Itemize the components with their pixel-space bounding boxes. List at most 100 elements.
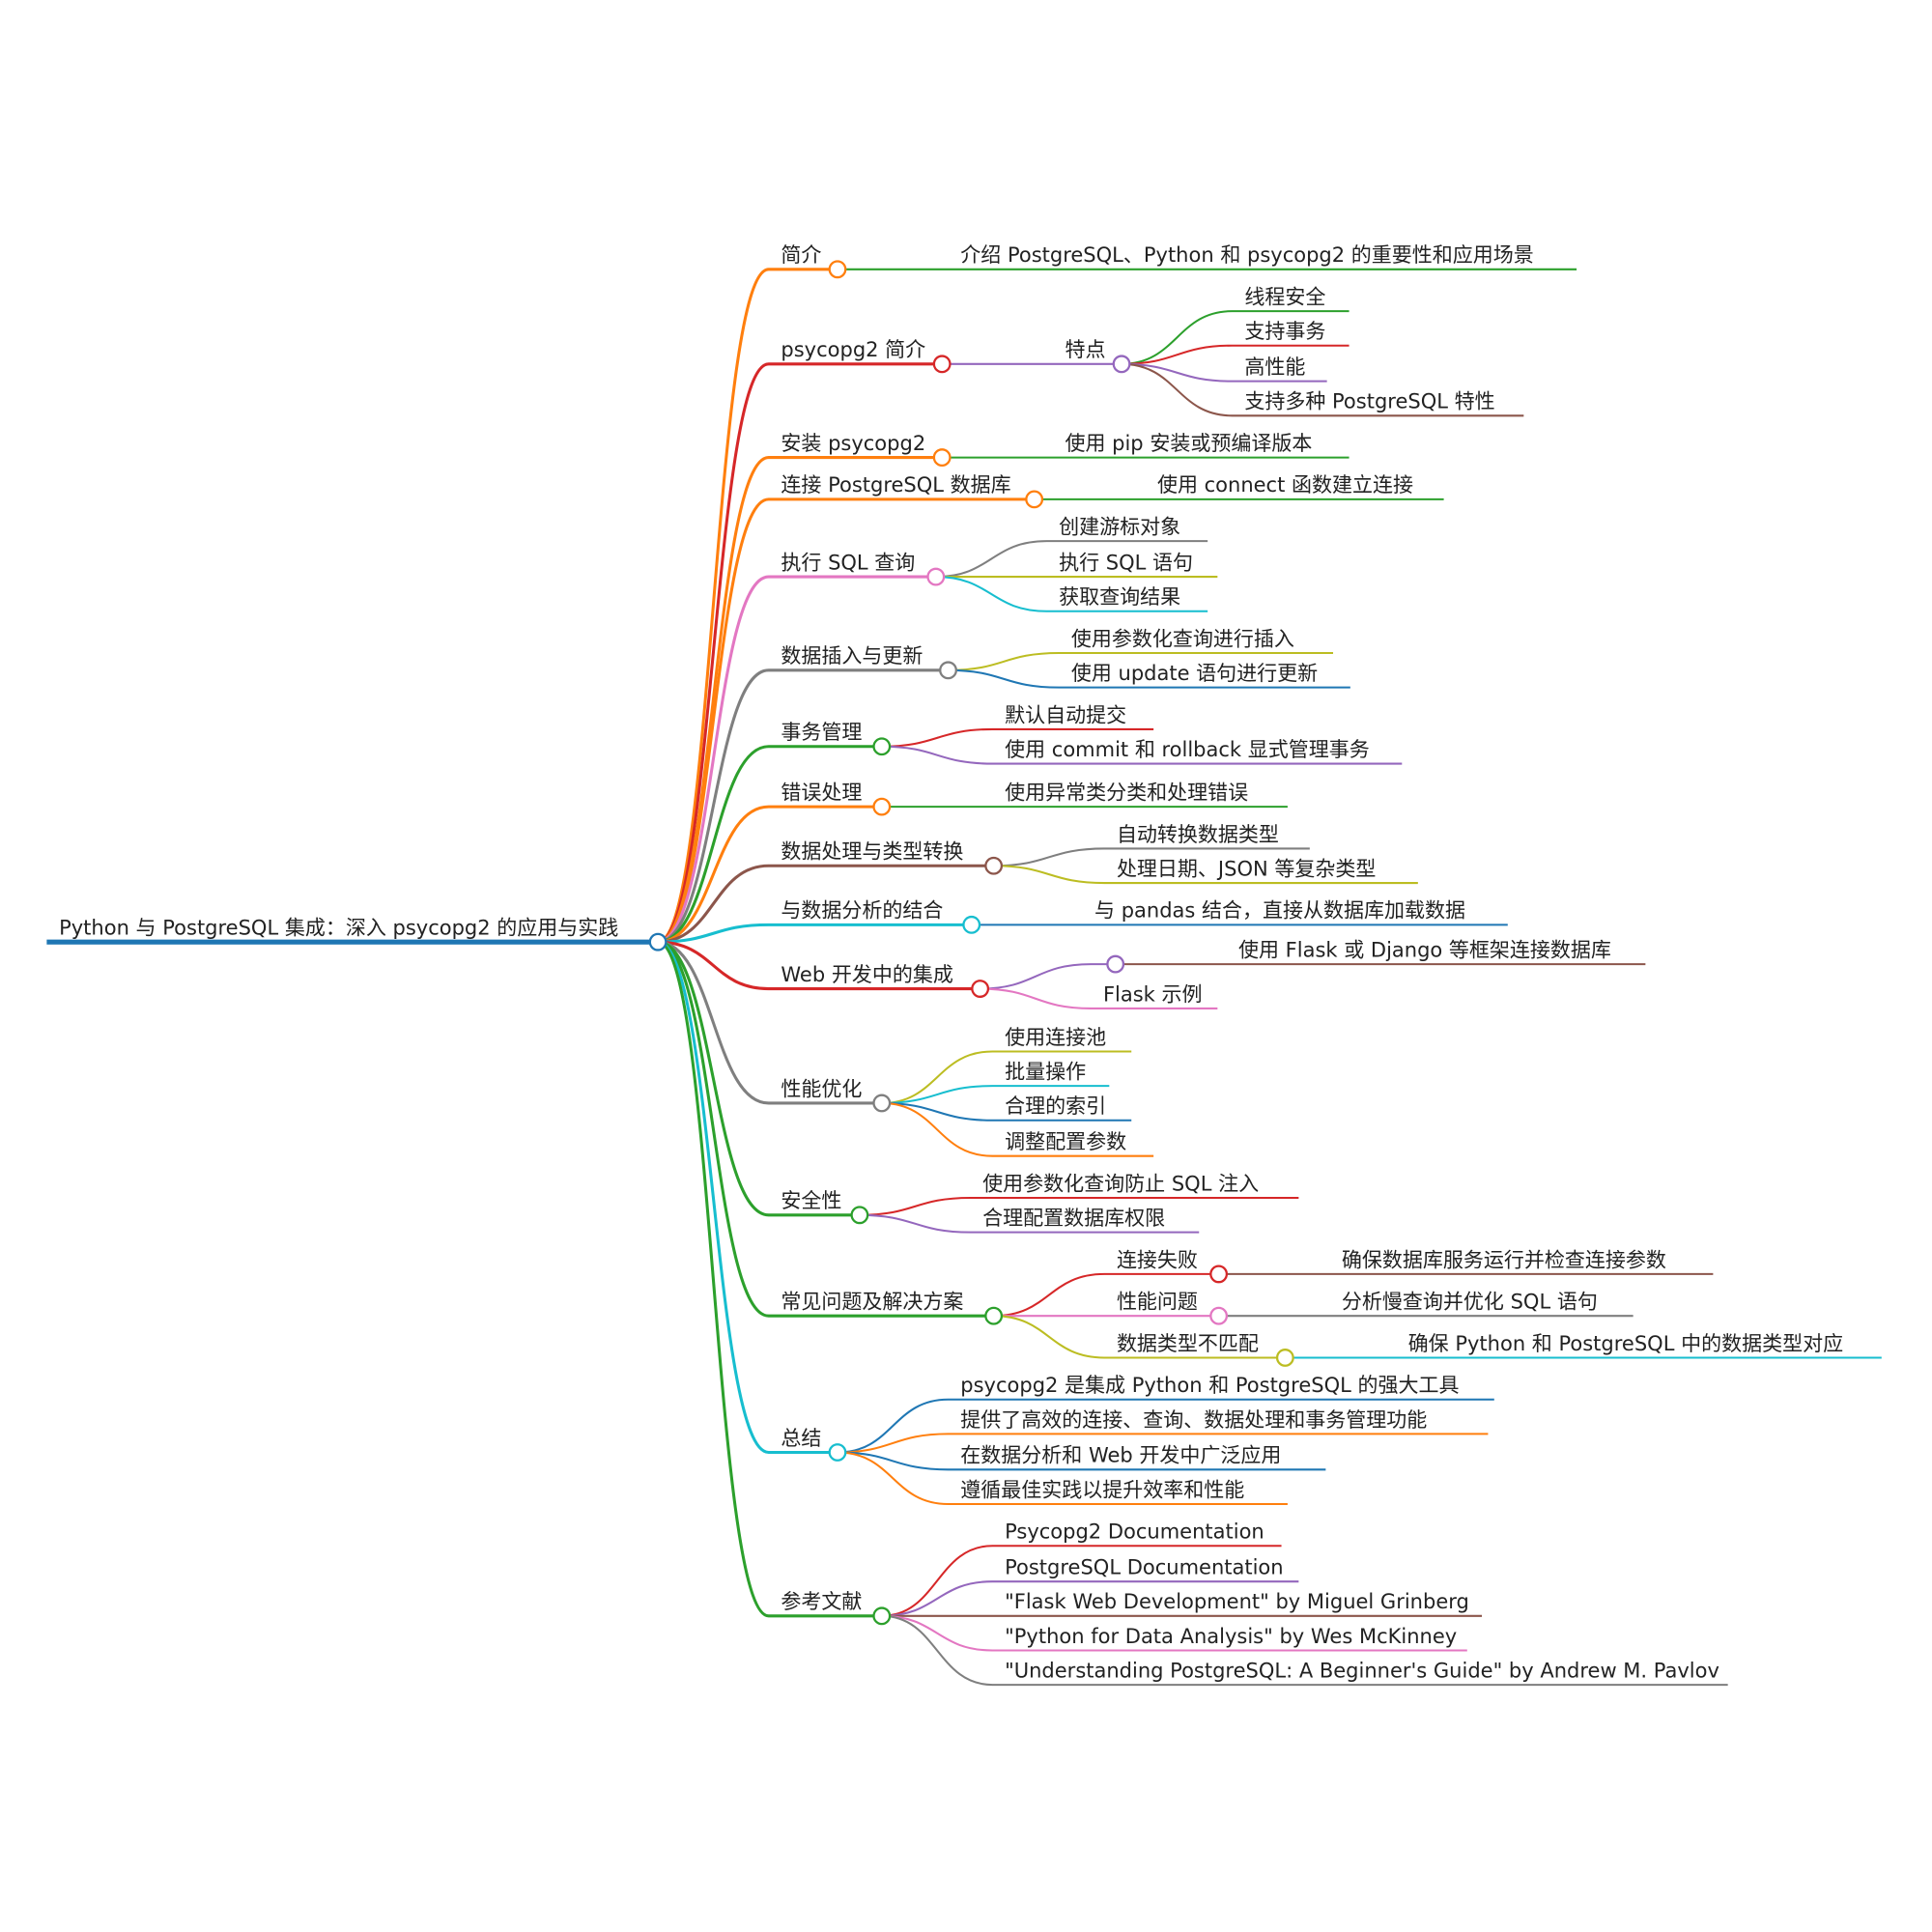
branch-collapse-toggle[interactable] xyxy=(1025,490,1044,509)
subtopic-link xyxy=(881,1614,1467,1652)
leaf-link xyxy=(1122,362,1327,383)
subtopic-link xyxy=(837,1451,1326,1471)
root-collapse-toggle[interactable] xyxy=(648,932,668,952)
subtopic-link xyxy=(948,668,1350,689)
branch-collapse-toggle[interactable] xyxy=(962,915,981,934)
branch-link xyxy=(657,362,943,944)
subtopic-link xyxy=(993,1272,1219,1318)
subtopic-link xyxy=(881,1085,1110,1104)
leaf-label: 使用 Flask 或 Django 等框架连接数据库 xyxy=(1238,938,1611,961)
branch-collapse-toggle[interactable] xyxy=(872,797,892,816)
branch-collapse-toggle[interactable] xyxy=(828,1443,847,1462)
subtopic-link xyxy=(980,987,1218,1009)
subtopic-link xyxy=(881,1050,1132,1104)
subtopic-link xyxy=(837,1451,1288,1505)
branch-topic-label: 数据插入与更新 xyxy=(781,644,923,668)
branch-collapse-toggle[interactable] xyxy=(971,980,990,998)
subtopic-label: 自动转换数据类型 xyxy=(1117,823,1279,846)
leaf-link xyxy=(1122,310,1350,365)
branch-collapse-toggle[interactable] xyxy=(872,1606,892,1626)
leaf-label: 分析慢查询并优化 SQL 语句 xyxy=(1342,1291,1598,1314)
subtopic-link xyxy=(993,847,1310,867)
subtopic-link xyxy=(993,1315,1286,1359)
branch-link xyxy=(658,805,882,944)
subtopic-label: 提供了高效的连接、查询、数据处理和事务管理功能 xyxy=(960,1408,1427,1432)
branch-topic-label: 数据处理与类型转换 xyxy=(781,840,963,864)
leaf-link xyxy=(1122,362,1524,417)
branch-link xyxy=(657,940,860,1217)
subtopic-link xyxy=(881,1101,1132,1122)
branch-link xyxy=(658,923,972,944)
subtopic-link xyxy=(859,1196,1299,1216)
branch-collapse-toggle[interactable] xyxy=(984,856,1004,875)
subtopic-link xyxy=(859,1213,1200,1234)
subtopic-collapse-toggle[interactable] xyxy=(1209,1306,1229,1325)
branch-topic-label: psycopg2 简介 xyxy=(781,338,925,361)
branch-link xyxy=(657,940,838,1455)
subtopic-label: 使用连接池 xyxy=(1005,1026,1106,1049)
branch-collapse-toggle[interactable] xyxy=(939,661,957,680)
branch-topic-label: 连接 PostgreSQL 数据库 xyxy=(781,473,1010,497)
branch-collapse-toggle[interactable] xyxy=(872,737,892,756)
subtopic-label: 使用异常类分类和处理错误 xyxy=(1005,781,1248,804)
branch-topic-label: 安全性 xyxy=(781,1189,841,1212)
subtopic-link xyxy=(837,1433,1489,1454)
branch-collapse-toggle[interactable] xyxy=(872,1094,892,1113)
branch-link xyxy=(658,864,994,944)
branch-link xyxy=(657,497,1035,944)
subtopic-label: "Understanding PostgreSQL: A Beginner's … xyxy=(1005,1659,1719,1682)
subtopic-label: 连接失败 xyxy=(1117,1248,1198,1271)
subtopic-link xyxy=(935,576,1208,612)
branch-link xyxy=(657,668,949,944)
branch-link xyxy=(658,940,980,991)
leaf-link xyxy=(1122,344,1350,365)
branch-topic-label: 性能优化 xyxy=(781,1077,862,1100)
leaf-label: 支持事务 xyxy=(1244,320,1325,343)
subtopic-collapse-toggle[interactable] xyxy=(1106,954,1125,974)
branch-collapse-toggle[interactable] xyxy=(850,1206,869,1225)
subtopic-label: 执行 SQL 语句 xyxy=(1059,551,1193,574)
leaf-label: 支持多种 PostgreSQL 特性 xyxy=(1244,390,1494,413)
mind-map-nodes: Python 与 PostgreSQL 集成：深入 psycopg2 的应用与实… xyxy=(59,243,1843,1682)
subtopic-label: 使用 commit 和 rollback 显式管理事务 xyxy=(1005,738,1370,761)
leaf-label: 确保数据库服务运行并检查连接参数 xyxy=(1342,1248,1666,1271)
subtopic-collapse-toggle[interactable] xyxy=(1209,1264,1229,1284)
subtopic-link xyxy=(837,1398,1494,1454)
subtopic-label: 处理日期、JSON 等复杂类型 xyxy=(1117,857,1376,880)
subtopic-link xyxy=(881,1101,1154,1157)
leaf-label: 确保 Python 和 PostgreSQL 中的数据类型对应 xyxy=(1408,1332,1843,1355)
subtopic-label: 特点 xyxy=(1065,338,1105,361)
branch-link xyxy=(657,268,838,944)
branch-link xyxy=(657,575,936,944)
subtopic-label: 数据类型不匹配 xyxy=(1117,1332,1259,1355)
branch-collapse-toggle[interactable] xyxy=(926,567,946,586)
branch-link xyxy=(657,745,882,944)
subtopic-label: "Flask Web Development" by Miguel Grinbe… xyxy=(1005,1590,1469,1613)
branch-topic-label: 总结 xyxy=(781,1427,821,1450)
branch-link xyxy=(657,940,882,1618)
branch-link xyxy=(657,940,882,1105)
subtopic-label: 默认自动提交 xyxy=(1005,703,1126,726)
branch-topic-label: 错误处理 xyxy=(781,781,862,804)
branch-topic-label: Web 开发中的集成 xyxy=(781,963,952,986)
branch-collapse-toggle[interactable] xyxy=(932,448,952,468)
branch-topic-label: 安装 psycopg2 xyxy=(781,432,925,455)
branch-topic-label: 简介 xyxy=(781,243,821,267)
leaf-label: 线程安全 xyxy=(1244,285,1325,308)
root-topic-label: Python 与 PostgreSQL 集成：深入 psycopg2 的应用与实… xyxy=(59,917,618,940)
subtopic-label: 合理配置数据库权限 xyxy=(982,1207,1165,1230)
branch-collapse-toggle[interactable] xyxy=(984,1306,1004,1325)
subtopic-link xyxy=(993,865,1418,885)
branch-collapse-toggle[interactable] xyxy=(828,260,847,279)
branch-collapse-toggle[interactable] xyxy=(932,355,952,374)
subtopic-label: PostgreSQL Documentation xyxy=(1005,1556,1283,1579)
subtopic-link xyxy=(948,651,1334,671)
leaf-label: 高性能 xyxy=(1244,355,1305,379)
subtopic-collapse-toggle[interactable] xyxy=(1112,355,1131,374)
branch-topic-label: 执行 SQL 查询 xyxy=(781,551,915,574)
subtopic-collapse-toggle[interactable] xyxy=(1275,1349,1294,1367)
subtopic-label: 与 pandas 结合，直接从数据库加载数据 xyxy=(1094,899,1465,923)
subtopic-link xyxy=(881,1614,1728,1687)
branch-topic-label: 与数据分析的结合 xyxy=(781,899,943,923)
branch-topic-label: 参考文献 xyxy=(781,1590,862,1613)
